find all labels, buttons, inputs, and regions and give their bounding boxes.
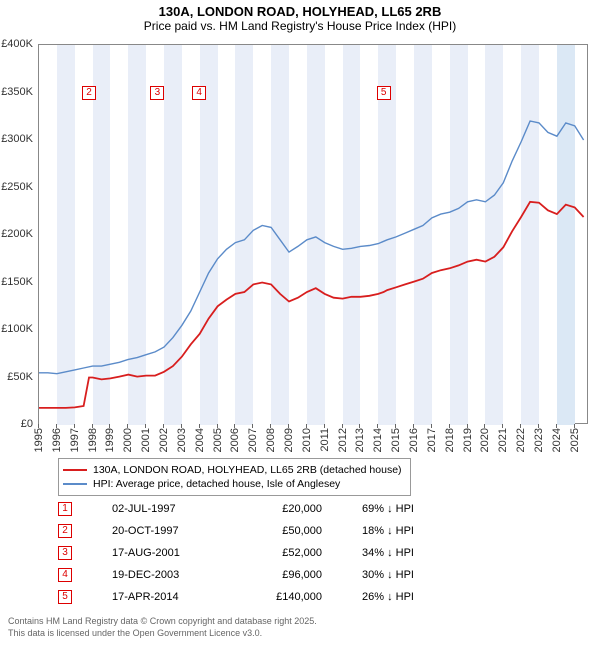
x-tick-label: 2007 (247, 428, 259, 452)
y-tick-label: £400K (1, 38, 33, 50)
y-tick-label: £50K (7, 371, 33, 383)
sale-date: 19-DEC-2003 (112, 569, 212, 581)
sale-diff: 69% ↓ HPI (362, 503, 442, 515)
sale-marker-3: 3 (150, 86, 164, 100)
sales-table: 1 02-JUL-1997 £20,000 69% ↓ HPI 2 20-OCT-1997… (58, 498, 442, 608)
sale-diff: 18% ↓ HPI (362, 525, 442, 537)
x-tick-label: 1995 (33, 428, 45, 452)
plot-svg (39, 45, 589, 425)
x-tick-label: 1997 (69, 428, 81, 452)
x-tick-label: 2025 (569, 428, 581, 452)
sale-diff: 30% ↓ HPI (362, 569, 442, 581)
sale-row: 4 19-DEC-2003 £96,000 30% ↓ HPI (58, 564, 442, 586)
x-tick-label: 1996 (51, 428, 63, 452)
chart-title: 130A, LONDON ROAD, HOLYHEAD, LL65 2RB (0, 4, 600, 19)
x-tick-label: 2014 (372, 428, 384, 452)
legend-label: 130A, LONDON ROAD, HOLYHEAD, LL65 2RB (d… (93, 464, 402, 476)
sale-price: £96,000 (252, 569, 322, 581)
sale-row-marker: 1 (58, 502, 72, 516)
x-tick-label: 2017 (426, 428, 438, 452)
attribution-line2: This data is licensed under the Open Gov… (8, 628, 317, 640)
sale-diff: 26% ↓ HPI (362, 591, 442, 603)
x-tick-label: 2006 (229, 428, 241, 452)
y-tick-label: £150K (1, 276, 33, 288)
chart-container: 130A, LONDON ROAD, HOLYHEAD, LL65 2RB Pr… (0, 0, 600, 650)
x-tick-label: 2019 (462, 428, 474, 452)
x-tick-label: 2009 (283, 428, 295, 452)
sale-row: 1 02-JUL-1997 £20,000 69% ↓ HPI (58, 498, 442, 520)
sale-price: £50,000 (252, 525, 322, 537)
x-tick-label: 2008 (265, 428, 277, 452)
sale-date: 02-JUL-1997 (112, 503, 212, 515)
x-tick-label: 2016 (408, 428, 420, 452)
sale-row: 3 17-AUG-2001 £52,000 34% ↓ HPI (58, 542, 442, 564)
title-block: 130A, LONDON ROAD, HOLYHEAD, LL65 2RB Pr… (0, 0, 600, 33)
x-tick-label: 2011 (319, 428, 331, 452)
sale-date: 17-AUG-2001 (112, 547, 212, 559)
chart-subtitle: Price paid vs. HM Land Registry's House … (0, 19, 600, 33)
sale-date: 20-OCT-1997 (112, 525, 212, 537)
sale-row: 2 20-OCT-1997 £50,000 18% ↓ HPI (58, 520, 442, 542)
x-tick-label: 1998 (87, 428, 99, 452)
sale-diff: 34% ↓ HPI (362, 547, 442, 559)
x-tick-label: 2005 (212, 428, 224, 452)
x-tick-label: 2023 (533, 428, 545, 452)
x-tick-label: 2004 (194, 428, 206, 452)
y-tick-label: £100K (1, 323, 33, 335)
sale-row-marker: 2 (58, 524, 72, 538)
x-tick-label: 2013 (354, 428, 366, 452)
x-tick-label: 2002 (158, 428, 170, 452)
x-tick-label: 2001 (140, 428, 152, 452)
legend-swatch (63, 483, 87, 484)
sale-row-marker: 3 (58, 546, 72, 560)
x-tick-label: 2015 (390, 428, 402, 452)
x-tick-label: 2022 (515, 428, 527, 452)
attribution: Contains HM Land Registry data © Crown c… (8, 616, 317, 639)
y-tick-label: £250K (1, 181, 33, 193)
x-tick-label: 2021 (497, 428, 509, 452)
legend-swatch (63, 469, 87, 471)
legend-label: HPI: Average price, detached house, Isle… (93, 478, 340, 490)
x-tick-label: 2012 (337, 428, 349, 452)
x-tick-label: 1999 (104, 428, 116, 452)
attribution-line1: Contains HM Land Registry data © Crown c… (8, 616, 317, 628)
sale-marker-4: 4 (192, 86, 206, 100)
y-tick-label: £200K (1, 228, 33, 240)
legend: 130A, LONDON ROAD, HOLYHEAD, LL65 2RB (d… (58, 458, 411, 496)
sale-row: 5 17-APR-2014 £140,000 26% ↓ HPI (58, 586, 442, 608)
x-tick-label: 2024 (551, 428, 563, 452)
series-hpi (39, 121, 584, 374)
x-tick-label: 2000 (122, 428, 134, 452)
y-tick-label: £0 (21, 418, 33, 430)
x-tick-label: 2003 (176, 428, 188, 452)
sale-price: £20,000 (252, 503, 322, 515)
sale-row-marker: 4 (58, 568, 72, 582)
sale-marker-2: 2 (82, 86, 96, 100)
chart-area: 2345 £0£50K£100K£150K£200K£250K£300K£350… (38, 44, 588, 424)
sale-row-marker: 5 (58, 590, 72, 604)
sale-price: £140,000 (252, 591, 322, 603)
sale-date: 17-APR-2014 (112, 591, 212, 603)
legend-row: HPI: Average price, detached house, Isle… (63, 477, 402, 491)
legend-row: 130A, LONDON ROAD, HOLYHEAD, LL65 2RB (d… (63, 463, 402, 477)
sale-marker-5: 5 (377, 86, 391, 100)
series-price_paid (39, 202, 584, 408)
x-tick-label: 2010 (301, 428, 313, 452)
x-tick-label: 2020 (479, 428, 491, 452)
y-tick-label: £300K (1, 133, 33, 145)
plot-region: 2 3 4 5 (38, 44, 588, 424)
x-tick-label: 2018 (444, 428, 456, 452)
sale-price: £52,000 (252, 547, 322, 559)
y-tick-label: £350K (1, 86, 33, 98)
